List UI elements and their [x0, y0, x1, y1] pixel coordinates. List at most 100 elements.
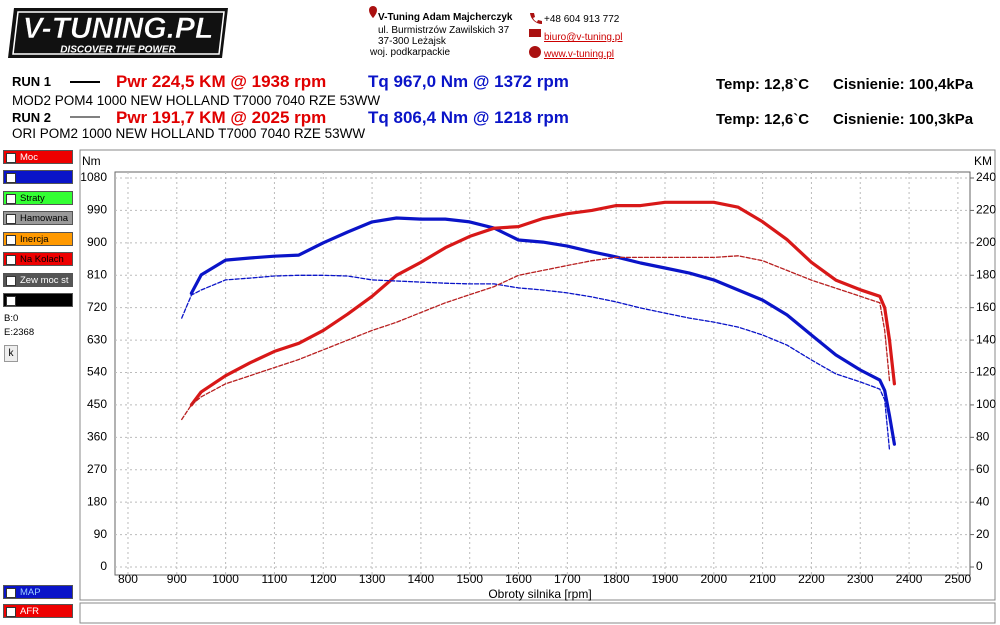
x-tick-label: 1000 — [212, 572, 239, 586]
company: V-Tuning Adam Majcherczyk — [378, 12, 513, 23]
web-icon — [529, 46, 541, 58]
logo-border — [12, 11, 225, 55]
checkbox-label: Na Kolach — [20, 254, 64, 265]
y2-tick-label: 80 — [976, 430, 990, 444]
run-pressure: Cisnienie: 100,4kPa — [833, 76, 974, 93]
checkbox[interactable]: Moc — [3, 150, 73, 164]
button[interactable]: k — [4, 345, 18, 362]
run-power: Pwr 224,5 KM @ 1938 rpm — [116, 72, 327, 91]
checkbox[interactable]: AFR — [3, 604, 73, 618]
end-label: E:2368 — [4, 327, 35, 338]
x-tick-label: 2300 — [847, 572, 874, 586]
y2-tick-label: 40 — [976, 494, 990, 508]
region: woj. podkarpackie — [370, 47, 451, 58]
chart-frame — [79, 149, 996, 601]
run-torque: Tq 967,0 Nm @ 1372 rpm — [368, 72, 569, 91]
run-description: ORI POM2 1000 NEW HOLLAND T7000 7040 RZE… — [12, 126, 366, 141]
y-tick-label: 90 — [94, 527, 108, 541]
run-temp: Temp: 12,6`C — [716, 111, 810, 128]
series-line — [181, 255, 891, 421]
y-tick-label: 270 — [87, 462, 107, 476]
x-tick-label: 1500 — [456, 572, 483, 586]
website[interactable]: www.v-tuning.pl — [544, 49, 615, 60]
y-tick-label: 540 — [87, 365, 107, 379]
x-tick-label: 1700 — [554, 572, 581, 586]
y-tick-label: 0 — [100, 559, 107, 573]
y2-tick-label: 120 — [976, 365, 996, 379]
pin-icon — [369, 6, 377, 18]
checkbox[interactable]: Inercja — [3, 232, 73, 246]
lines — [181, 200, 896, 451]
checkbox-label: Inercja — [20, 234, 49, 245]
y-tick-label: 990 — [87, 203, 107, 217]
logo-bg — [8, 8, 228, 58]
mail-icon — [529, 29, 541, 37]
x-tick-label: 1800 — [603, 572, 630, 586]
y2-tick-label: 100 — [976, 397, 996, 411]
x-tick-label: 900 — [167, 572, 187, 586]
checkbox-label: Straty — [20, 193, 45, 204]
y2-tick-label: 160 — [976, 300, 996, 314]
x-tick-label: 2000 — [700, 572, 727, 586]
y2-tick-label: 0 — [976, 559, 983, 573]
email[interactable]: biuro@v-tuning.pl — [544, 32, 623, 43]
y2-tick-label: 200 — [976, 235, 996, 249]
y2-tick-label: 140 — [976, 332, 996, 346]
run-label: RUN 2 — [12, 110, 52, 125]
y2-tick-label: 20 — [976, 527, 990, 541]
checkbox[interactable]: Hamowana — [3, 211, 73, 225]
x-tick-label: 800 — [118, 572, 138, 586]
plot-frame — [114, 171, 971, 576]
x-tick-label: 2200 — [798, 572, 825, 586]
y2-axis-label: KM — [974, 154, 992, 168]
y-tick-label: 450 — [87, 397, 107, 411]
run-pressure: Cisnienie: 100,3kPa — [833, 111, 974, 128]
y2-tick-label: 60 — [976, 462, 990, 476]
series-line — [181, 274, 891, 451]
logo-slogan: DISCOVER THE POWER — [60, 45, 176, 56]
y-tick-label: 180 — [87, 494, 107, 508]
y-tick-label: 360 — [87, 430, 107, 444]
y2-tick-label: 180 — [976, 267, 996, 281]
series-line — [189, 200, 896, 407]
x-tick-label: 1200 — [310, 572, 337, 586]
checkbox[interactable] — [3, 170, 73, 184]
city: 37-300 Leżajsk — [378, 36, 446, 47]
checkbox[interactable] — [3, 293, 73, 307]
checkbox[interactable]: MAP — [3, 585, 73, 599]
y-tick-label: 630 — [87, 332, 107, 346]
y2-tick-label: 220 — [976, 203, 996, 217]
x-tick-label: 1400 — [408, 572, 435, 586]
x-tick-label: 1100 — [262, 572, 288, 586]
phone-icon — [530, 13, 542, 25]
y-tick-label: 810 — [87, 267, 107, 281]
x-tick-label: 1900 — [652, 572, 679, 586]
bottom-panel — [79, 602, 996, 624]
checkbox[interactable]: Na Kolach — [3, 252, 73, 266]
checkbox-label: MAP — [20, 587, 41, 598]
x-tick-label: 2100 — [749, 572, 776, 586]
y-axis-label: Nm — [82, 154, 101, 168]
run-description: MOD2 POM4 1000 NEW HOLLAND T7000 7040 RZ… — [12, 93, 381, 108]
logo-text: V-TUNING.PL — [23, 12, 214, 45]
checkbox-label: Moc — [20, 152, 38, 163]
checkbox-label: AFR — [20, 606, 39, 617]
checkbox-label: Zew moc st — [20, 275, 69, 286]
y-tick-label: 720 — [87, 300, 107, 314]
checkbox[interactable]: Zew moc st — [3, 273, 73, 287]
x-axis-label: Obroty silnika [rpm] — [488, 587, 591, 601]
series-line — [189, 216, 896, 446]
x-tick-label: 1600 — [505, 572, 532, 586]
street: ul. Burmistrzów Zawilskich 37 — [378, 25, 510, 36]
run-temp: Temp: 12,8`C — [716, 76, 810, 93]
y2-tick-label: 240 — [976, 170, 996, 184]
checkbox-label: Hamowana — [20, 213, 69, 224]
x-tick-label: 1300 — [359, 572, 386, 586]
begin-label: B:0 — [4, 313, 19, 324]
run-label: RUN 1 — [12, 74, 52, 89]
checkbox[interactable]: Straty — [3, 191, 73, 205]
x-tick-label: 2400 — [896, 572, 923, 586]
y-tick-label: 1080 — [80, 170, 107, 184]
